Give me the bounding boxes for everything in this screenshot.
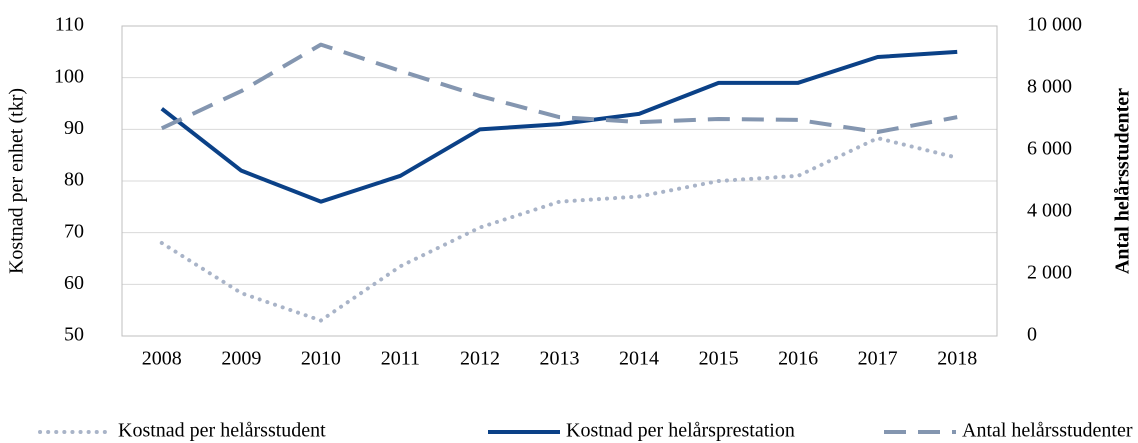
- y-tick-label: 60: [64, 272, 84, 294]
- x-tick-label: 2017: [858, 348, 898, 370]
- legend-label: Antal helårsstudenter: [962, 420, 1133, 442]
- y-tick-label: 80: [64, 169, 84, 191]
- y-tick-label: 50: [64, 324, 84, 346]
- x-tick-label: 2015: [699, 348, 739, 370]
- y-tick-label: 110: [55, 14, 84, 36]
- y2-tick-label: 4 000: [1027, 200, 1072, 222]
- x-tick-label: 2013: [540, 348, 580, 370]
- legend-label: Kostnad per helårsprestation: [566, 420, 795, 442]
- x-tick-label: 2011: [381, 348, 420, 370]
- x-tick-label: 2016: [778, 348, 818, 370]
- y-tick-label: 90: [64, 117, 84, 139]
- legend-label: Kostnad per helårsstudent: [118, 420, 326, 442]
- y2-tick-label: 0: [1027, 324, 1037, 346]
- x-tick-label: 2008: [142, 348, 182, 370]
- x-tick-label: 2018: [937, 348, 977, 370]
- series-line: [160, 42, 958, 135]
- y-tick-label: 70: [64, 220, 84, 242]
- y2-axis-label: Antal helårsstudenter: [1112, 88, 1134, 274]
- x-tick-label: 2009: [221, 348, 261, 370]
- y2-tick-label: 10 000: [1027, 14, 1082, 36]
- y2-tick-label: 2 000: [1027, 262, 1072, 284]
- x-tick-label: 2014: [619, 348, 659, 370]
- y-axis-label: Kostnad per enhet (tkr): [6, 88, 28, 274]
- y2-tick-label: 6 000: [1027, 138, 1072, 160]
- y-tick-label: 100: [54, 65, 84, 87]
- x-tick-label: 2012: [460, 348, 500, 370]
- plot-border: [121, 25, 998, 337]
- x-tick-label: 2010: [301, 348, 341, 370]
- series-line: [159, 136, 960, 323]
- y2-tick-label: 8 000: [1027, 76, 1072, 98]
- series-line: [160, 49, 958, 204]
